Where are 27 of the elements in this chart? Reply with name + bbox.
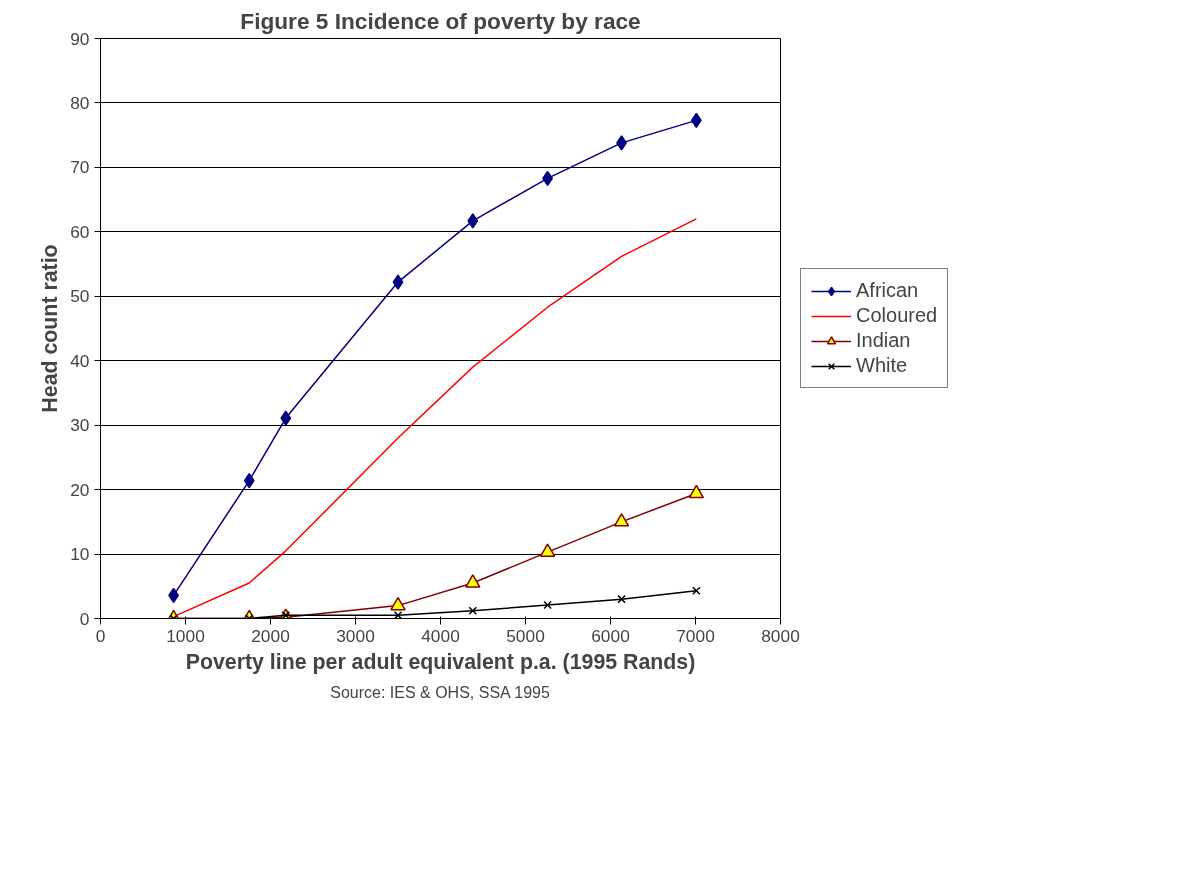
x-tick-label: 2000 (251, 625, 290, 646)
x-tick-label: 3000 (336, 625, 375, 646)
x-tick-label: 6000 (591, 625, 630, 646)
y-tick-label: 30 (70, 415, 90, 436)
x-tick-label: 8000 (761, 625, 800, 646)
y-tick-label: 20 (70, 479, 90, 500)
y-tick-label: 50 (70, 286, 90, 307)
legend-label: White (856, 354, 908, 377)
x-tick-label: 1000 (166, 625, 205, 646)
y-tick-label: 90 (70, 28, 90, 49)
y-tick-label: 60 (70, 221, 90, 242)
x-tick-label: 0 (95, 625, 106, 646)
x-tick-label: 5000 (506, 625, 545, 646)
x-tick-label: 4000 (421, 625, 460, 646)
y-tick-label: 0 (79, 608, 90, 629)
legend-label: Coloured (856, 304, 938, 327)
y-tick-label: 40 (70, 350, 90, 371)
y-tick-label: 10 (70, 544, 90, 565)
legend-label: African (856, 279, 919, 302)
legend-label: Indian (856, 329, 911, 352)
y-tick-label: 70 (70, 157, 90, 178)
chart-title: Figure 5 Incidence of poverty by race (240, 7, 641, 34)
y-tick-label: 80 (70, 92, 90, 113)
x-tick-label: 7000 (676, 625, 715, 646)
source-note: Source: IES & OHS, SSA 1995 (330, 683, 550, 701)
x-axis-title: Poverty line per adult equivalent p.a. (1995 Rands) (185, 649, 696, 674)
y-axis-title: Head count ratio (38, 244, 63, 413)
